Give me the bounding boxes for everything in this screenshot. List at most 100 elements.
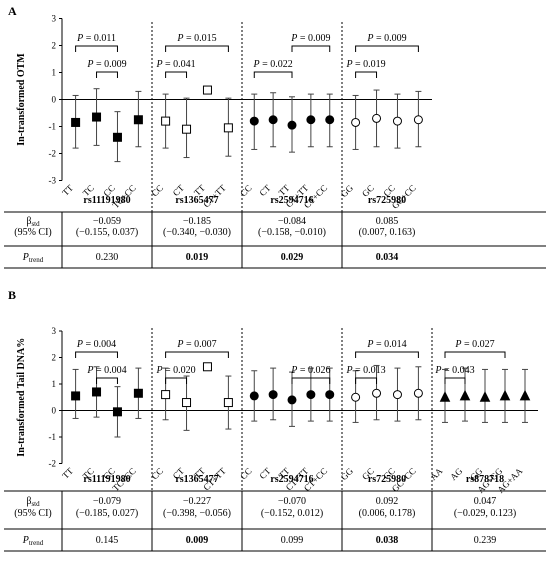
significance-bracket [291,377,331,384]
significance-bracket [75,351,118,358]
p-value-label: P = 0.013 [345,365,385,376]
data-point [306,115,316,125]
significance-bracket [253,71,293,78]
data-point [202,85,212,95]
y-tick-label: -1 [49,122,57,132]
data-point [287,395,297,405]
significance-bracket [165,45,229,52]
category-label: TT [60,465,75,480]
p-value-label: P = 0.015 [176,33,216,44]
panel-label: B [8,288,16,302]
data-point [161,116,171,126]
data-point [413,388,423,398]
significance-bracket [355,45,419,52]
y-axis-label: In-transformed Tail DNA% [16,338,27,457]
snp-label: rs1365477 [175,195,218,206]
significance-bracket [165,71,188,78]
ptrend-value: 0.038 [376,535,399,546]
data-point [182,398,192,408]
data-point [287,120,297,130]
y-tick-label: -3 [49,176,57,186]
category-label: CC [149,183,165,199]
snp-label: rs11191980 [83,474,130,485]
panel-label: A [8,4,17,18]
beta-value: −0.185 [183,216,211,227]
data-point [499,389,511,401]
y-tick-label: 3 [52,14,57,24]
data-point [325,390,335,400]
category-label: CC [238,466,254,482]
y-tick-label: 3 [52,326,57,336]
beta-value: −0.079 [93,496,121,507]
snp-label: rs2594716 [270,195,313,206]
data-point [413,115,423,125]
ptrend-value: 0.009 [186,535,209,546]
p-value-label: P = 0.009 [366,33,406,44]
data-point [202,362,212,372]
data-point [71,117,81,127]
ci-value: (−0.340, −0.030) [163,227,231,238]
y-axis-label: In-transformed OTM [16,53,27,146]
data-point [112,407,122,417]
beta-value: −0.227 [183,496,211,507]
data-point [249,116,259,126]
significance-bracket [444,377,466,384]
significance-bracket [355,71,378,78]
data-point [351,392,361,402]
data-point [306,390,316,400]
data-point [268,115,278,125]
y-tick-label: -2 [49,149,57,159]
snp-label: rs878718 [466,474,504,485]
category-label: CC [238,183,254,199]
data-point [459,389,471,401]
data-point [112,132,122,142]
beta-label: βstd [26,216,40,228]
beta-value: 0.092 [376,496,399,507]
ptrend-value: 0.145 [96,535,119,546]
y-tick-label: 0 [52,406,57,416]
category-label: GG [339,465,356,482]
y-tick-label: 1 [52,68,57,78]
ptrend-value: 0.239 [474,535,497,546]
beta-value: 0.047 [474,496,497,507]
snp-label: rs725980 [368,195,406,206]
p-value-label: P = 0.014 [366,339,406,350]
data-point [223,123,233,133]
data-point [71,391,81,401]
ci-value: (0.006, 0.178) [359,508,416,519]
significance-bracket [96,377,118,384]
p-value-label: P = 0.009 [86,59,126,70]
category-label: AA [428,465,445,482]
beta-value: 0.085 [376,216,399,227]
data-point [351,117,361,127]
significance-bracket [291,45,331,52]
ci-value: (−0.152, 0.012) [261,508,323,519]
significance-bracket [355,351,419,358]
data-point [249,391,259,401]
y-tick-label: -2 [49,459,57,469]
p-value-label: P = 0.019 [345,59,385,70]
data-point [268,390,278,400]
beta-value: −0.070 [278,496,306,507]
p-value-label: P = 0.043 [434,365,474,376]
y-tick-label: 0 [52,95,57,105]
data-point [133,115,143,125]
significance-bracket [165,351,229,358]
snp-label: rs2594716 [270,474,313,485]
y-tick-label: 2 [52,41,57,51]
significance-bracket [444,351,506,358]
data-point [182,124,192,134]
snp-label: rs11191980 [83,195,130,206]
data-point [519,389,531,401]
p-value-label: P = 0.020 [155,365,195,376]
p-value-label: P = 0.004 [86,365,126,376]
ptrend-value: 0.034 [376,252,399,263]
ci-label: (95% CI) [14,508,52,519]
ci-value: (−0.029, 0.123) [454,508,516,519]
category-label: TT [60,182,75,197]
snp-label: rs725980 [368,474,406,485]
snp-label: rs1365477 [175,474,218,485]
ptrend-label: Ptrend [22,252,44,264]
p-value-label: P = 0.004 [76,339,116,350]
data-point [223,398,233,408]
